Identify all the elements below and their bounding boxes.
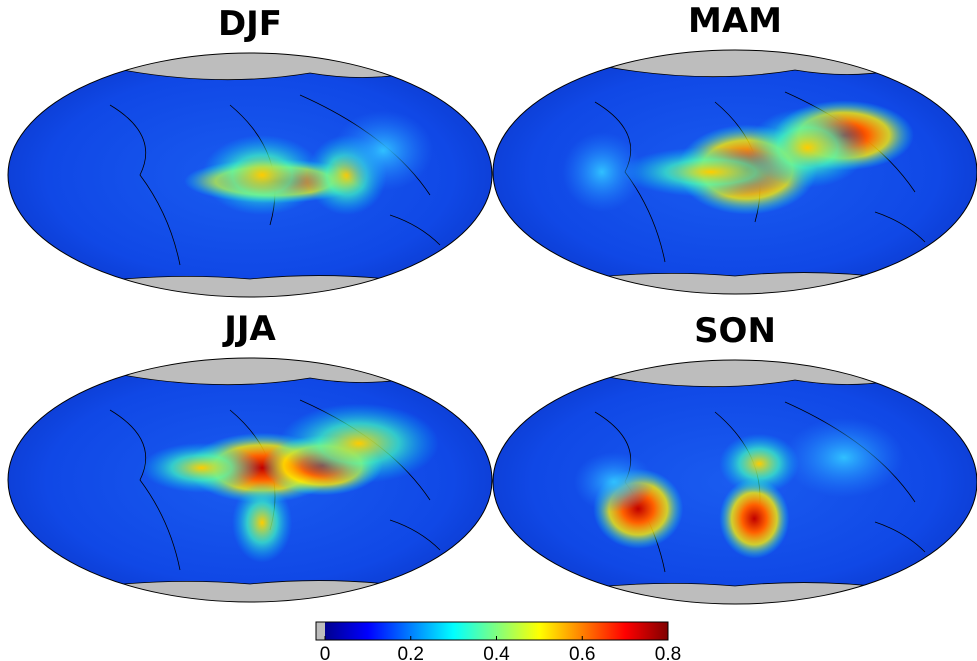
aerosol-region: [784, 418, 904, 498]
colorbar-tick-label: 0.6: [569, 644, 595, 661]
aerosol-region: [562, 132, 642, 212]
panel-title: SON: [694, 311, 776, 351]
antarctica: [10, 276, 490, 297]
figure: DJF MAM JJA SON 0 0.2 0.4 0.6 0.8: [0, 0, 977, 661]
aerosol-region: [279, 403, 439, 483]
colorbar-tick-label: 0.8: [655, 644, 681, 661]
aerosol-region: [574, 452, 654, 512]
map-panel: [8, 358, 492, 602]
colorbar-tick-label: 0.2: [398, 644, 424, 661]
colorbar-nodata: [316, 622, 325, 640]
aerosol-region: [142, 443, 262, 493]
panel-title: MAM: [688, 1, 782, 41]
aerosol-region: [202, 135, 322, 215]
antarctica: [495, 273, 975, 294]
antarctica: [495, 583, 975, 604]
antarctica: [10, 581, 490, 602]
map-panel: [493, 50, 977, 294]
aerosol-region: [232, 483, 292, 563]
panel-title: DJF: [218, 4, 282, 44]
aerosol-region: [748, 108, 868, 188]
map-panel: [8, 53, 492, 297]
map-panel: [493, 360, 977, 604]
colorbar-tick-label: 0.4: [483, 644, 510, 661]
panel-title: JJA: [222, 309, 276, 349]
aerosol-region: [333, 111, 433, 191]
colorbar-tick-label: 0: [320, 644, 331, 661]
